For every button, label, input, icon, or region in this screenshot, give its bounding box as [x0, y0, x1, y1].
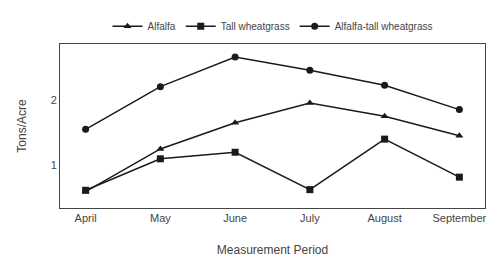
svg-text:2: 2	[51, 94, 57, 106]
svg-text:Tons/Acre: Tons/Acre	[15, 99, 29, 153]
svg-text:July: July	[300, 212, 320, 224]
svg-text:April: April	[75, 212, 97, 224]
svg-text:Measurement Period: Measurement Period	[217, 243, 328, 257]
svg-text:August: August	[367, 212, 401, 224]
svg-text:1: 1	[51, 159, 57, 171]
svg-text:May: May	[150, 212, 171, 224]
svg-text:Alfalfa-tall wheatgrass: Alfalfa-tall wheatgrass	[335, 21, 433, 32]
svg-text:Alfalfa: Alfalfa	[148, 21, 176, 32]
svg-text:Tall wheatgrass: Tall wheatgrass	[221, 21, 290, 32]
svg-text:September: September	[432, 212, 486, 224]
svg-text:June: June	[223, 212, 247, 224]
